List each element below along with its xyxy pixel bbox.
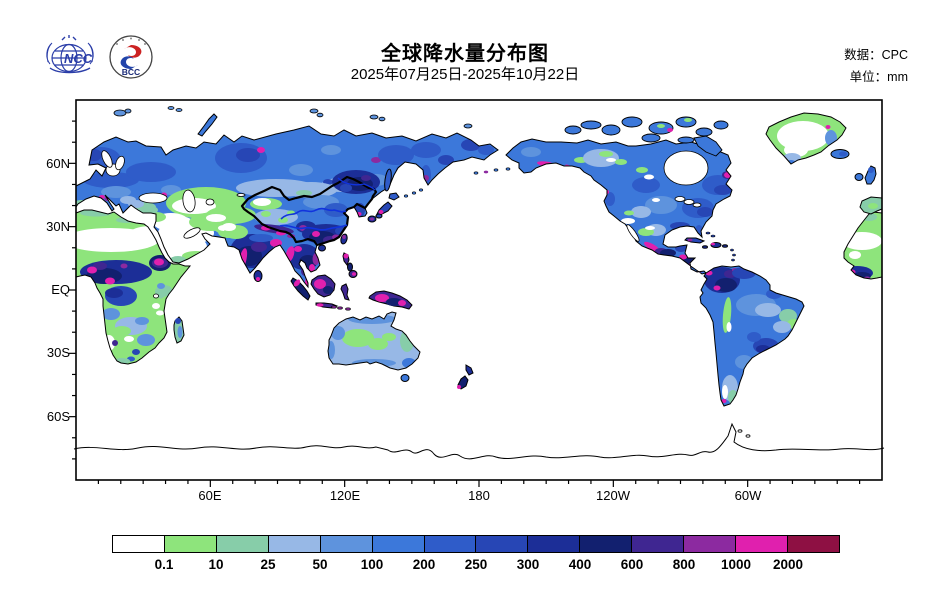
map-container <box>56 96 916 508</box>
colorbar-boundary-label: 10 <box>208 557 224 572</box>
colorbar-cell-11 <box>683 536 736 552</box>
lat-label-30n: 30N <box>46 219 70 234</box>
colorbar-boundary-label: 1000 <box>720 557 752 572</box>
china-border <box>240 175 378 247</box>
lon-label-120w: 120W <box>596 488 630 503</box>
colorbar-boundary-label: 300 <box>516 557 540 572</box>
antarctica-coastline <box>73 422 885 460</box>
lon-label-60e: 60E <box>198 488 222 503</box>
colorbar-cell-8 <box>527 536 580 552</box>
colorbar-cell-10 <box>631 536 684 552</box>
colorbar-cell-4 <box>319 536 372 552</box>
colorbar-cell-2 <box>215 536 268 552</box>
date-range: 2025年07月25日-2025年10月22日 <box>350 66 580 83</box>
colorbar-boundary-label: 2000 <box>772 557 804 572</box>
lon-label-60w: 60W <box>734 488 762 503</box>
bcc-logo: BCC <box>109 35 153 79</box>
map-frame <box>75 99 883 481</box>
lon-label-120e: 120E <box>329 488 361 503</box>
lat-label-30s: 30S <box>46 345 70 360</box>
yellow-river <box>280 207 347 220</box>
precipitation-colorbar <box>112 535 840 553</box>
colorbar-cell-12 <box>735 536 787 552</box>
colorbar-cell-13 <box>786 536 839 552</box>
colorbar-cell-0 <box>113 536 164 552</box>
world-precipitation-map <box>69 99 885 487</box>
colorbar-boundary-label: 25 <box>260 557 276 572</box>
ncc-logo-text: NCC <box>64 51 93 66</box>
colorbar-boundary-label: 800 <box>672 557 696 572</box>
meta-info: 数据：CPC 单位：mm <box>844 44 908 88</box>
unit-label: 单位：mm <box>849 70 908 84</box>
lat-label-60n: 60N <box>46 156 70 171</box>
ncc-logo: NCC <box>46 35 94 74</box>
colorbar-boundary-label: 250 <box>464 557 488 572</box>
lat-label-60s: 60S <box>46 409 70 424</box>
colorbar-boundary-label: 100 <box>360 557 384 572</box>
colorbar-cell-5 <box>371 536 424 552</box>
yangtze-river <box>279 224 348 231</box>
lat-label-eq: EQ <box>51 282 70 297</box>
bcc-logo-text: BCC <box>122 67 140 77</box>
colorbar-boundary-label: 200 <box>412 557 436 572</box>
colorbar-boundary-label: 50 <box>312 557 328 572</box>
colorbar-cell-3 <box>267 536 320 552</box>
amur-river <box>337 177 376 191</box>
lon-label-180: 180 <box>468 488 490 503</box>
colorbar-cell-7 <box>475 536 528 552</box>
colorbar-boundary-label: 400 <box>568 557 592 572</box>
colorbar-cell-6 <box>423 536 476 552</box>
colorbar-boundary-label: 0.1 <box>154 557 174 572</box>
page-title: 全球降水量分布图 <box>381 43 549 65</box>
colorbar-boundary-label: 600 <box>620 557 644 572</box>
colorbar-cell-9 <box>579 536 632 552</box>
data-source-label: 数据：CPC <box>844 48 908 62</box>
colorbar-cell-1 <box>163 536 216 552</box>
